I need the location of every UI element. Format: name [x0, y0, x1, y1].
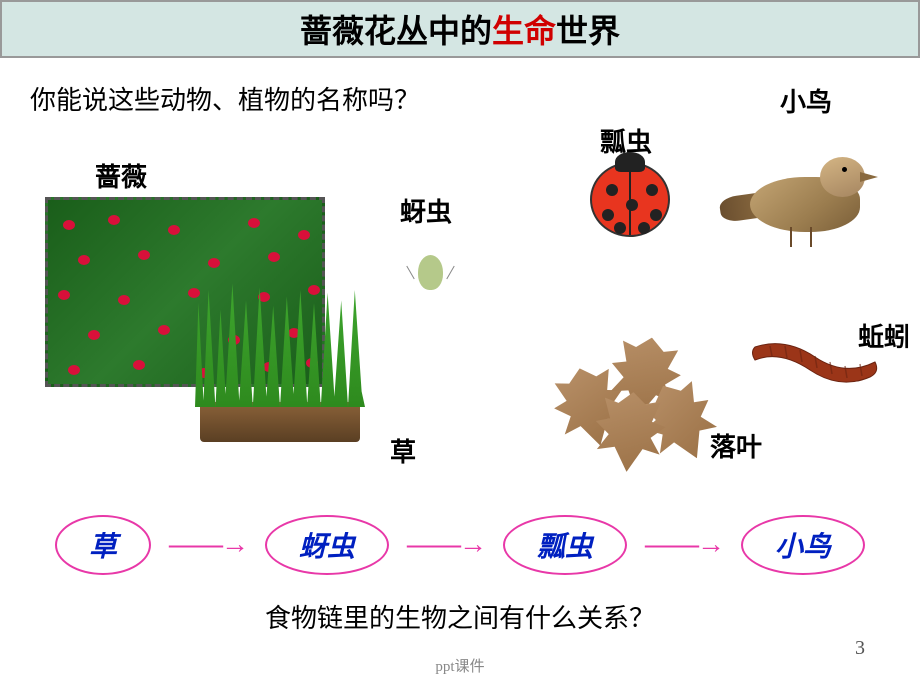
- rose-flower-dot: [58, 290, 70, 300]
- bird-body: [720, 157, 880, 247]
- rose-flower-dot: [168, 225, 180, 235]
- bottom-question: 食物链里的生物之间有什么关系？: [0, 598, 920, 635]
- earthworm-svg: [745, 332, 885, 392]
- food-chain-node: 瓢虫: [503, 515, 627, 575]
- earthworm-image: [745, 332, 895, 412]
- rose-flower-dot: [68, 365, 80, 375]
- rose-flower-dot: [268, 252, 280, 262]
- label-bird: 小鸟: [780, 82, 832, 119]
- label-grass: 草: [390, 432, 416, 469]
- rose-grass-image: [45, 197, 365, 457]
- rose-flower-dot: [298, 230, 310, 240]
- footer-text: ppt课件: [0, 655, 920, 676]
- rose-flower-dot: [118, 295, 130, 305]
- title-suffix: 世界: [556, 13, 620, 49]
- content-area: 蔷薇 小鸟 瓢虫 蚜虫 草 落叶 蚯蚓: [0, 127, 920, 547]
- ladybug-spot: [626, 199, 638, 211]
- rose-flower-dot: [133, 360, 145, 370]
- bird-leg-1: [790, 227, 792, 247]
- title-highlight: 生命: [492, 13, 556, 49]
- bird-beak: [860, 172, 878, 182]
- label-rose: 蔷薇: [95, 157, 147, 194]
- aphid-body: [418, 255, 443, 290]
- ladybug-spot: [650, 209, 662, 221]
- rose-flower-dot: [158, 325, 170, 335]
- leaves-image: [555, 337, 725, 477]
- rose-flower-dot: [248, 218, 260, 228]
- slide-title: 蔷薇花丛中的生命世界: [0, 0, 920, 58]
- bird-eye: [842, 167, 847, 172]
- grass-block: [195, 277, 365, 457]
- food-chain-node: 草: [55, 515, 151, 575]
- rose-flower-dot: [88, 330, 100, 340]
- bird-image: [720, 137, 900, 277]
- ladybug-spot: [614, 222, 626, 234]
- aphid-image: [400, 242, 460, 302]
- label-aphid: 蚜虫: [400, 192, 452, 229]
- rose-flower-dot: [108, 215, 120, 225]
- ladybug-spot: [606, 184, 618, 196]
- bird-head: [820, 157, 865, 197]
- food-chain-arrow: ——→: [407, 529, 485, 561]
- food-chain-arrow: ——→: [645, 529, 723, 561]
- food-chain-arrow: ——→: [169, 529, 247, 561]
- ladybug-body: [590, 162, 670, 237]
- ladybug-image: [590, 162, 680, 252]
- grass-leaves: [195, 277, 365, 407]
- food-chain-node: 蚜虫: [265, 515, 389, 575]
- food-chain-node: 小鸟: [741, 515, 865, 575]
- title-prefix: 蔷薇花丛中的: [300, 13, 492, 49]
- rose-flower-dot: [63, 220, 75, 230]
- ladybug-spot: [602, 209, 614, 221]
- grass-soil: [200, 402, 360, 442]
- rose-flower-dot: [138, 250, 150, 260]
- ladybug-spot: [646, 184, 658, 196]
- ladybug-spot: [638, 222, 650, 234]
- rose-flower-dot: [208, 258, 220, 268]
- food-chain: 草 ——→ 蚜虫 ——→ 瓢虫 ——→ 小鸟: [0, 515, 920, 575]
- ladybug-head: [615, 152, 645, 172]
- rose-flower-dot: [78, 255, 90, 265]
- bird-leg-2: [810, 227, 812, 247]
